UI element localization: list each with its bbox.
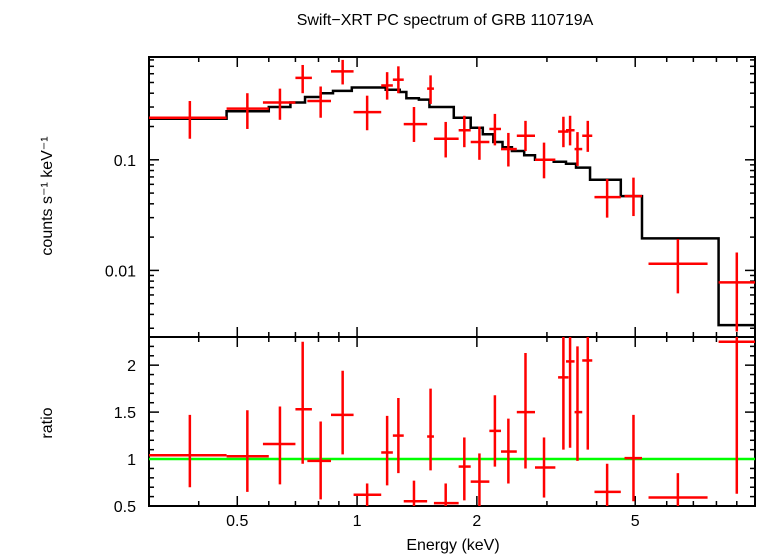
spectrum-data-point [458,115,471,148]
x-tick-label: 1 [353,513,362,530]
ratio-data-point [558,337,569,450]
ratio-data-point [392,398,404,474]
ratio-data-point [648,473,708,506]
spectrum-data-point [624,177,642,217]
ratio-frame [148,336,756,507]
spectrum-data-point [582,120,593,152]
ratio-panel: 0.5 1 2 5 0.5 1 1.5 2 [114,336,756,530]
spectrum-data-point [226,93,269,129]
spectrum-data-point [489,113,502,146]
ratio-data-point [470,453,490,506]
spectrum-data-point [566,115,575,146]
top-y-axis-label: counts s⁻¹ keV⁻¹ [39,136,56,255]
ratio-data-point [574,346,583,461]
y-tick-label: 2 [127,358,136,375]
spectrum-data-point [331,59,354,85]
spectrum-data-point [574,132,583,166]
spectrum-data-point [403,107,428,142]
spectrum-panel: 0.01 0.1 [105,56,756,338]
ratio-data-point [594,463,621,506]
ratio-data-point [262,406,296,485]
y-tick-label: 1 [127,452,136,469]
y-tick-label: 1.5 [114,405,136,422]
chart-title: Swift−XRT PC spectrum of GRB 110719A [297,12,594,29]
spectrum-data-point [501,132,517,167]
spectrum-data-point [648,239,708,294]
spectrum-data-point [262,88,296,120]
ratio-data-point [501,418,517,484]
ratio-data-point [381,415,393,486]
ratio-data-point [307,421,332,500]
x-tick-label: 0.5 [226,513,248,530]
ratio-data-point [295,341,312,464]
ratio-data-point [427,388,434,471]
spectrum-data-point [594,179,621,218]
ratio-data-point [566,337,575,448]
spectrum-data-point [433,121,459,158]
ratio-data-point [433,483,459,506]
spectrum-data-point [295,64,312,94]
ratio-data-point [718,337,755,494]
ratio-data-point [535,437,556,498]
spectrum-data-point [381,72,393,100]
model-curve [149,86,755,327]
ratio-data-point [403,480,428,506]
spectrum-data-point [392,66,404,94]
y-tick-label: 0.5 [114,499,136,516]
spectrum-data-point [149,101,227,139]
spectrum-data-point [516,120,536,152]
spectrum-data-point [470,126,490,160]
ratio-data-point [458,437,471,501]
ratio-data-point [353,483,382,506]
ratio-data-point [489,395,502,467]
ratio-data-point [331,370,354,455]
y-tick-label: 0.1 [114,153,136,170]
y-tick-label: 0.01 [105,263,136,280]
bottom-y-axis-label: ratio [39,407,56,438]
spectrum-frame [148,56,756,338]
ratio-data-point [226,410,269,492]
ratio-data-point [582,337,593,450]
spectrum-data-point [718,252,755,332]
ratio-data-point [624,414,642,502]
spectrum-data-point [427,75,434,104]
x-axis-label: Energy (keV) [406,537,499,554]
spectrum-data-point [558,116,569,148]
x-tick-label: 5 [631,513,640,530]
spectrum-data-point [535,142,556,179]
spectrum-data-point [307,86,332,118]
x-tick-label: 2 [472,513,481,530]
ratio-data-point [516,352,536,469]
ratio-data-point [149,414,227,488]
spectrum-data-point [353,95,382,131]
